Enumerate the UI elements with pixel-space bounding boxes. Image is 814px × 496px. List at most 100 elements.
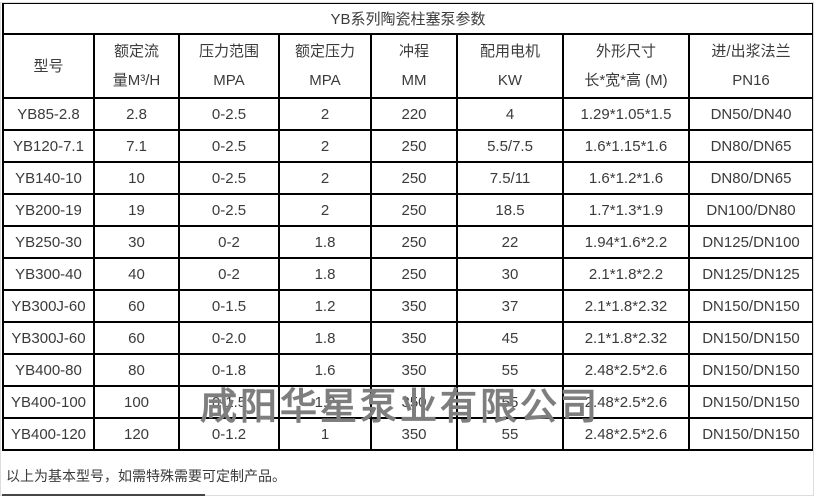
cell-flange: DN150/DN150	[687, 417, 814, 451]
cell-pressure-range: 0-2.5	[178, 97, 280, 131]
cell-motor: 37	[456, 289, 564, 323]
cell-flange: DN150/DN150	[687, 353, 814, 387]
cell-flange: DN80/DN65	[687, 161, 814, 195]
column-header-unit: MPA	[309, 72, 341, 89]
cell-flange: DN100/DN80	[687, 193, 814, 227]
cell-flange: DN125/DN100	[687, 225, 814, 259]
column-header-unit: KW	[497, 72, 523, 89]
cell-dimensions: 2.1*1.8*2.32	[562, 321, 690, 355]
cell-stroke: 350	[370, 385, 458, 419]
column-header-label: 外形尺寸	[595, 43, 656, 60]
cell-stroke: 220	[370, 97, 458, 131]
column-header-dimensions: 外形尺寸长*宽*高 (M)	[562, 33, 690, 99]
cell-model: YB250-30	[2, 225, 95, 259]
table-row: YB120-7.1 7.1 0-2.5 2 250 5.5/7.5 1.6*1.…	[2, 129, 814, 163]
cell-rated-pressure: 1.2	[278, 385, 372, 419]
cell-stroke: 250	[370, 193, 458, 227]
cell-model: YB140-10	[2, 161, 95, 195]
table-row: YB300-40 40 0-2 1.8 250 30 2.1*1.8*2.2 D…	[2, 257, 814, 291]
cell-pressure-range: 0-1.2	[178, 417, 280, 451]
table-title-row: YB系列陶瓷柱塞泵参数	[1, 2, 814, 35]
table-row: YB300J-60 60 0-1.5 1.2 350 37 2.1*1.8*2.…	[2, 289, 814, 323]
cell-flow: 40	[93, 257, 180, 291]
table-row: YB400-80 80 0-1.8 1.6 350 55 2.48*2.5*2.…	[2, 353, 814, 387]
table-row: YB400-100 100 0-1.5 1.2 350 55 2.48*2.5*…	[2, 385, 814, 419]
cell-model: YB400-120	[2, 417, 95, 451]
cell-flange: DN50/DN40	[687, 97, 814, 131]
column-header-label: 额定流	[113, 43, 159, 60]
column-header-unit: 量M³/H	[112, 72, 161, 89]
cell-pressure-range: 0-2.5	[178, 161, 280, 195]
cell-flow: 100	[93, 385, 180, 419]
cell-stroke: 350	[370, 321, 458, 355]
column-header-label: 冲程	[398, 43, 429, 60]
cell-pressure-range: 0-2.0	[178, 321, 280, 355]
cell-model: YB400-80	[2, 353, 95, 387]
cell-dimensions: 1.6*1.15*1.6	[562, 129, 690, 163]
cell-flange: DN80/DN65	[687, 129, 814, 163]
cell-dimensions: 2.48*2.5*2.6	[562, 417, 690, 451]
cell-pressure-range: 0-1.5	[178, 385, 280, 419]
cell-pressure-range: 0-2	[178, 225, 280, 259]
cell-rated-pressure: 2	[278, 161, 372, 195]
cell-motor: 18.5	[456, 193, 564, 227]
column-header-label: 进/出浆法兰	[711, 43, 791, 60]
cell-model: YB300J-60	[2, 289, 95, 323]
cell-flow: 60	[93, 289, 180, 323]
cell-model: YB300J-60	[2, 321, 95, 355]
cell-flange: DN125/DN125	[687, 257, 814, 291]
cell-pressure-range: 0-1.5	[178, 289, 280, 323]
cell-pressure-range: 0-2	[178, 257, 280, 291]
column-header-unit: 长*宽*高 (M)	[584, 72, 668, 89]
cell-dimensions: 2.1*1.8*2.2	[562, 257, 690, 291]
cell-motor: 55	[456, 417, 564, 451]
cell-rated-pressure: 1.8	[278, 321, 372, 355]
column-header-unit: MM	[401, 72, 427, 89]
cell-rated-pressure: 1.8	[278, 225, 372, 259]
cell-rated-pressure: 1.2	[278, 289, 372, 323]
column-header-unit: PN16	[732, 72, 770, 89]
cell-dimensions: 2.1*1.8*2.32	[562, 289, 690, 323]
column-header-rated-flow: 额定流量M³/H	[93, 33, 180, 99]
cell-pressure-range: 0-2.5	[178, 193, 280, 227]
table-row: YB250-30 30 0-2 1.8 250 22 1.94*1.6*2.2 …	[2, 225, 814, 259]
cell-flow: 7.1	[93, 129, 180, 163]
column-header-motor: 配用电机 KW	[456, 33, 564, 99]
cell-flow: 2.8	[93, 97, 180, 131]
table-row: YB140-10 10 0-2.5 2 250 7.5/11 1.6*1.2*1…	[2, 161, 814, 195]
cell-flow: 19	[93, 193, 180, 227]
cell-rated-pressure: 1.8	[278, 257, 372, 291]
column-header-stroke: 冲程 MM	[370, 33, 458, 99]
column-header-flange: 进/出浆法兰 PN16	[687, 33, 814, 99]
cell-flange: DN150/DN150	[687, 385, 814, 419]
cell-flange: DN150/DN150	[687, 321, 814, 355]
cell-motor: 5.5/7.5	[456, 129, 564, 163]
cell-stroke: 250	[370, 129, 458, 163]
cell-motor: 30	[456, 257, 564, 291]
column-header-model: 型号	[2, 33, 95, 99]
cell-motor: 4	[456, 97, 564, 131]
cell-dimensions: 2.48*2.5*2.6	[562, 385, 690, 419]
table-row: YB400-120 120 0-1.2 1 350 55 2.48*2.5*2.…	[2, 417, 814, 451]
cell-rated-pressure: 1	[278, 417, 372, 451]
table-header-row: 型号 额定流 量M³/H 压力范围 MPA 额定压力 MPA 冲程 MM 配用电机 KW …	[2, 33, 814, 99]
cell-flow: 10	[93, 161, 180, 195]
cell-pressure-range: 0-2.5	[178, 129, 280, 163]
column-header-label: 压力范围	[198, 43, 259, 60]
column-header-rated-pressure: 额定压力 MPA	[278, 33, 372, 99]
table-row: YB85-2.8 2.8 0-2.5 2 220 4 1.29*1.05*1.5…	[2, 97, 814, 131]
pump-spec-table: YB系列陶瓷柱塞泵参数 型号 额定流 量M³/H 压力范围 MPA 额定压力 MPA …	[1, 2, 814, 451]
column-header-label: 额定压力	[294, 43, 355, 60]
cell-motor: 55	[456, 353, 564, 387]
cell-motor: 45	[456, 321, 564, 355]
cell-model: YB300-40	[2, 257, 95, 291]
cell-dimensions: 1.7*1.3*1.9	[562, 193, 690, 227]
table-row: YB300J-60 60 0-2.0 1.8 350 45 2.1*1.8*2.…	[2, 321, 814, 355]
cell-stroke: 250	[370, 257, 458, 291]
cell-stroke: 250	[370, 161, 458, 195]
column-header-pressure-range: 压力范围 MPA	[178, 33, 280, 99]
cell-flow: 80	[93, 353, 180, 387]
table-row: YB200-19 19 0-2.5 2 250 18.5 1.7*1.3*1.9…	[2, 193, 814, 227]
cell-model: YB400-100	[2, 385, 95, 419]
